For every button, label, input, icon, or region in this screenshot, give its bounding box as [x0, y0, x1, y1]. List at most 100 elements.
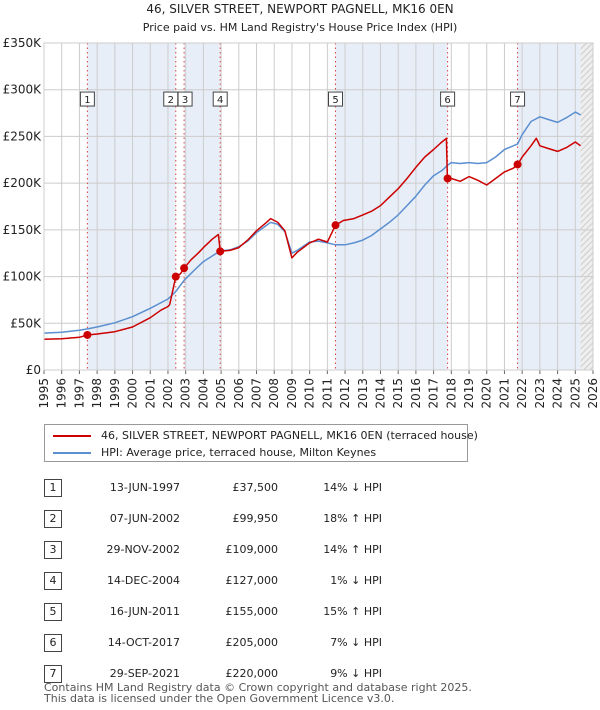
transaction-price: £99,950 [232, 512, 279, 525]
transaction-row: 2 07-JUN-2002 £99,950 18% ↑ HPI [44, 503, 382, 534]
transaction-number-badge: 7 [44, 664, 62, 683]
shaded-period-1 [87, 43, 176, 370]
transaction-date: 14-DEC-2004 [106, 574, 180, 587]
forecast-hatch-area [580, 43, 593, 370]
legend-property-label: 46, SILVER STREET, NEWPORT PAGNELL, MK16… [101, 429, 478, 442]
transaction-hpi: 15% ↑ HPI [323, 605, 382, 618]
sale-label-box-7 [510, 91, 526, 107]
x-tick-label: 2009 [285, 378, 299, 409]
transaction-date: 13-JUN-1997 [109, 481, 180, 494]
transaction-number-badge: 3 [44, 540, 62, 559]
x-tick-label: 1999 [108, 378, 122, 409]
forecast-hatch-line [580, 203, 593, 218]
transaction-row: 4 14-DEC-2004 £127,000 1% ↓ HPI [44, 565, 382, 596]
x-tick-label: 2012 [338, 378, 352, 409]
x-tick-label: 1995 [37, 378, 51, 409]
x-tick-label: 2026 [586, 378, 600, 409]
series-group [43, 111, 582, 340]
x-tick-label: 2003 [179, 378, 193, 409]
transaction-hpi: 7% ↓ HPI [330, 636, 382, 649]
transaction-number: 4 [44, 565, 62, 596]
transaction-date: 07-JUN-2002 [109, 512, 180, 525]
sale-label-box-3 [177, 91, 193, 107]
sale-label-1: 1 [84, 95, 90, 106]
hpi-line [43, 111, 581, 334]
transaction-number-badge: 6 [44, 633, 62, 652]
x-tick-label: 2004 [196, 378, 210, 409]
y-axis: £0 £50K £100K £150K £200K £250K £300K £350K [3, 36, 43, 377]
transaction-date: 16-JUN-2011 [109, 605, 180, 618]
transactions-table: 1 13-JUN-1997 £37,500 14% ↓ HPI 2 07-JUN-2002… [44, 472, 382, 689]
x-tick-label: 1996 [55, 378, 69, 409]
sale-label-box-6 [440, 91, 456, 107]
x-tick-label: 2013 [356, 378, 370, 409]
transaction-number-badge: 5 [44, 602, 62, 621]
x-tick-label: 2010 [303, 378, 317, 409]
transaction-price: £127,000 [225, 574, 279, 587]
legend-hpi-line [53, 452, 91, 454]
forecast-hatch-line [580, 89, 593, 104]
x-axis: 1995 1996 1997 1998 1999 2000 2001 2002 2003 2004… [37, 370, 600, 409]
chart-title: 46, SILVER STREET, NEWPORT PAGNELL, MK16… [146, 2, 453, 16]
legend-hpi-row: HPI: Average price, terraced house, Milt… [45, 445, 467, 461]
transaction-number: 3 [44, 534, 62, 565]
sale-label-box-1 [79, 91, 95, 107]
x-tick-label: 2014 [373, 378, 387, 409]
x-tick-label: 2011 [320, 378, 334, 409]
sale-marker-3 [180, 264, 189, 273]
y-tick-label: £0 [26, 363, 41, 377]
transaction-hpi: 1% ↓ HPI [330, 574, 382, 587]
forecast-hatch-line [580, 305, 593, 320]
transaction-row: 5 16-JUN-2011 £155,000 15% ↑ HPI [44, 596, 382, 627]
x-tick-label: 1998 [90, 378, 104, 409]
sale-marker-1 [83, 330, 92, 339]
transaction-row: 1 13-JUN-1997 £37,500 14% ↓ HPI [44, 472, 382, 503]
transaction-price: £205,000 [225, 636, 279, 649]
price-chart: 46, SILVER STREET, NEWPORT PAGNELL, MK16… [3, 2, 600, 409]
x-tick-label: 2020 [480, 378, 494, 409]
transaction-number-badge: 4 [44, 571, 62, 590]
y-tick-label: £200K [3, 176, 43, 190]
x-tick-label: 2022 [515, 378, 529, 409]
transaction-number-badge: 2 [44, 509, 62, 528]
transaction-number: 2 [44, 503, 62, 534]
x-tick-label: 2005 [214, 378, 228, 409]
x-tick-label: 2000 [126, 378, 140, 409]
transaction-date: 29-NOV-2002 [106, 543, 180, 556]
transaction-price: £109,000 [225, 543, 279, 556]
shaded-period-3 [335, 43, 448, 370]
sale-marker-4 [216, 247, 225, 256]
x-tick-label: 2001 [143, 378, 157, 409]
y-tick-label: £150K [3, 223, 43, 237]
plot-frame [43, 42, 594, 371]
x-tick-label: 2018 [444, 378, 458, 409]
transaction-number: 7 [44, 658, 62, 689]
sale-label-3: 3 [182, 95, 188, 106]
x-tick-label: 2017 [427, 378, 441, 409]
footer-licence: This data is licensed under the Open Gov… [44, 692, 395, 705]
legend-property-row: 46, SILVER STREET, NEWPORT PAGNELL, MK16… [45, 428, 478, 444]
transaction-hpi: 9% ↓ HPI [330, 667, 382, 680]
forecast-hatch-line [580, 197, 593, 212]
x-tick-label: 2015 [391, 378, 405, 409]
transaction-number: 5 [44, 596, 62, 627]
footer-copyright: Contains HM Land Registry data © Crown c… [44, 681, 472, 694]
x-tick-label: 2006 [232, 378, 246, 409]
legend: 46, SILVER STREET, NEWPORT PAGNELL, MK16… [44, 424, 478, 462]
x-tick-label: 2008 [267, 378, 281, 409]
transaction-row: 3 29-NOV-2002 £109,000 14% ↑ HPI [44, 534, 382, 565]
shaded-period-4 [517, 43, 581, 370]
y-tick-label: £300K [3, 83, 43, 97]
sale-marker-2 [171, 272, 180, 281]
sale-markers [83, 160, 522, 339]
y-tick-label: £50K [10, 316, 42, 330]
transaction-hpi: 18% ↑ HPI [323, 512, 382, 525]
x-tick-label: 2016 [409, 378, 423, 409]
legend-property-line [53, 435, 91, 437]
y-tick-label: £350K [3, 36, 43, 50]
x-tick-label: 2002 [161, 378, 175, 409]
transaction-number-badge: 1 [44, 478, 62, 497]
transaction-date: 29-SEP-2021 [109, 667, 180, 680]
transaction-row: 6 14-OCT-2017 £205,000 7% ↓ HPI [44, 627, 382, 658]
